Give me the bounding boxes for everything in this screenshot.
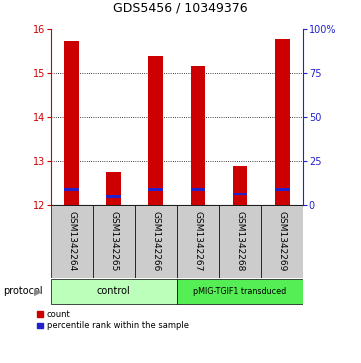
Bar: [233, 193, 247, 195]
Text: GSM1342264: GSM1342264: [67, 211, 76, 272]
Bar: [64, 188, 79, 191]
Text: GSM1342267: GSM1342267: [193, 211, 203, 272]
Bar: [177, 205, 219, 278]
Bar: [106, 172, 121, 205]
Bar: [148, 188, 163, 191]
Bar: [106, 195, 121, 197]
Text: control: control: [97, 286, 131, 296]
Bar: [64, 41, 79, 205]
Bar: [219, 205, 261, 278]
Text: GSM1342269: GSM1342269: [278, 211, 287, 272]
Bar: [275, 39, 290, 205]
Text: protocol: protocol: [4, 286, 43, 296]
Bar: [177, 279, 303, 303]
Text: ▶: ▶: [34, 286, 41, 296]
Bar: [135, 205, 177, 278]
Bar: [191, 66, 205, 205]
Text: GDS5456 / 10349376: GDS5456 / 10349376: [113, 1, 248, 15]
Bar: [275, 188, 290, 191]
Legend: count, percentile rank within the sample: count, percentile rank within the sample: [37, 309, 190, 331]
Text: pMIG-TGIF1 transduced: pMIG-TGIF1 transduced: [193, 287, 287, 296]
Bar: [93, 205, 135, 278]
Bar: [233, 166, 247, 205]
Bar: [148, 56, 163, 205]
Text: GSM1342268: GSM1342268: [236, 211, 244, 272]
Bar: [261, 205, 303, 278]
Text: GSM1342266: GSM1342266: [151, 211, 160, 272]
Text: GSM1342265: GSM1342265: [109, 211, 118, 272]
Bar: [191, 188, 205, 191]
Bar: [51, 205, 93, 278]
Bar: [51, 279, 177, 303]
